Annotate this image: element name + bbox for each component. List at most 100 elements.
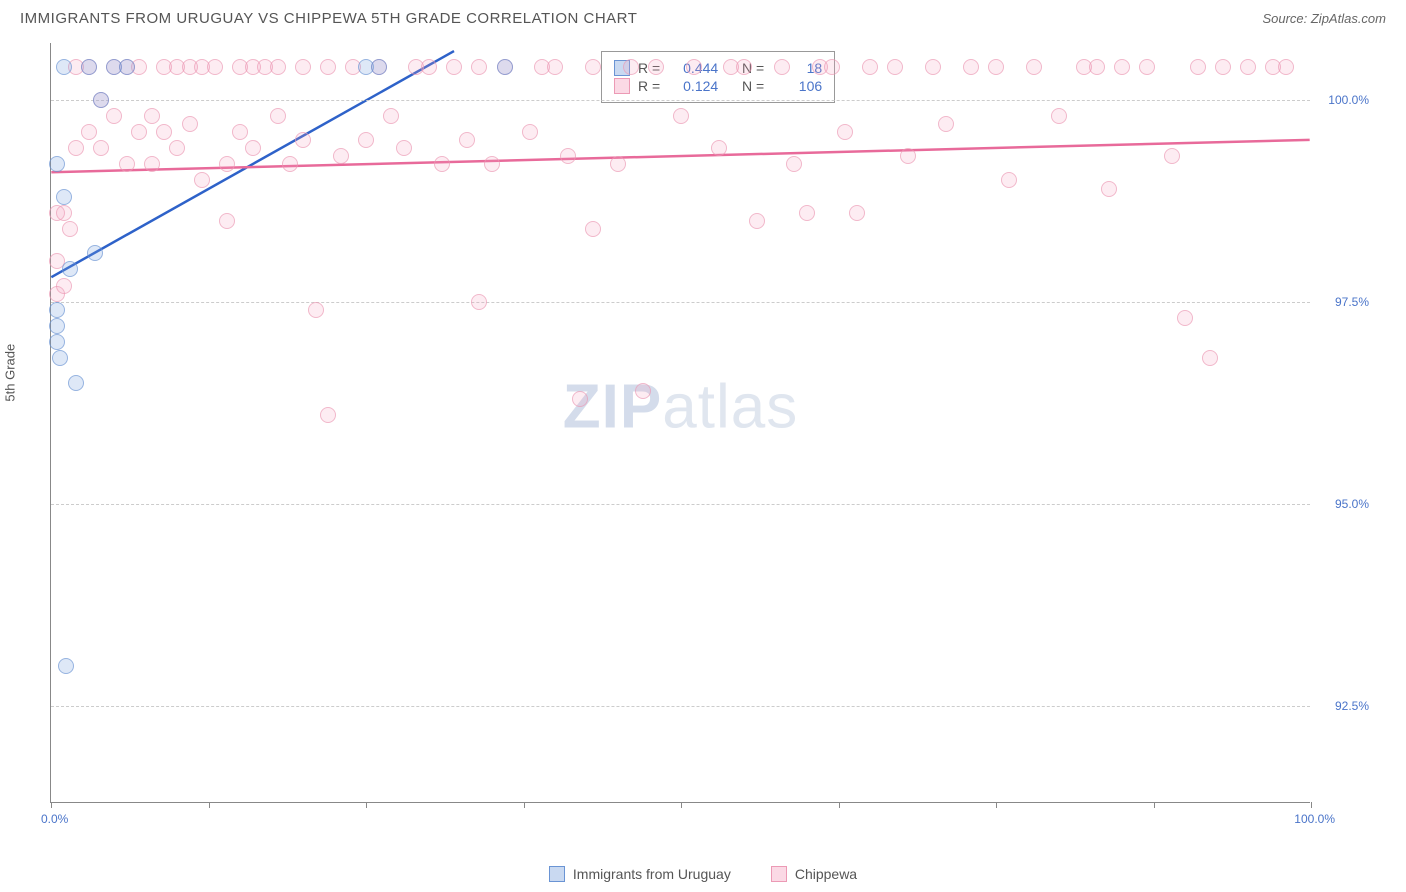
data-point-chippewa bbox=[207, 59, 223, 75]
y-tick-label: 97.5% bbox=[1319, 295, 1369, 309]
data-point-chippewa bbox=[282, 156, 298, 172]
x-tick bbox=[681, 802, 682, 808]
x-tick bbox=[839, 802, 840, 808]
data-point-uruguay bbox=[62, 261, 78, 277]
data-point-chippewa bbox=[749, 213, 765, 229]
data-point-chippewa bbox=[887, 59, 903, 75]
data-point-chippewa bbox=[295, 59, 311, 75]
x-tick bbox=[1154, 802, 1155, 808]
x-tick bbox=[996, 802, 997, 808]
x-tick bbox=[209, 802, 210, 808]
data-point-chippewa bbox=[1051, 108, 1067, 124]
data-point-chippewa bbox=[62, 221, 78, 237]
swatch-pink-icon bbox=[771, 866, 787, 882]
data-point-chippewa bbox=[774, 59, 790, 75]
legend-label-uruguay: Immigrants from Uruguay bbox=[573, 866, 731, 882]
data-point-chippewa bbox=[1164, 148, 1180, 164]
data-point-chippewa bbox=[471, 59, 487, 75]
gridline bbox=[51, 504, 1310, 505]
data-point-chippewa bbox=[56, 205, 72, 221]
data-point-chippewa bbox=[648, 59, 664, 75]
x-axis-start-label: 0.0% bbox=[41, 812, 68, 826]
data-point-uruguay bbox=[56, 189, 72, 205]
x-tick bbox=[366, 802, 367, 808]
data-point-chippewa bbox=[194, 172, 210, 188]
data-point-uruguay bbox=[119, 59, 135, 75]
data-point-chippewa bbox=[245, 140, 261, 156]
data-point-chippewa bbox=[837, 124, 853, 140]
r-value-chippewa: 0.124 bbox=[668, 78, 718, 94]
data-point-chippewa bbox=[963, 59, 979, 75]
data-point-chippewa bbox=[68, 140, 84, 156]
data-point-chippewa bbox=[144, 108, 160, 124]
data-point-uruguay bbox=[68, 375, 84, 391]
source-name: ZipAtlas.com bbox=[1311, 11, 1386, 26]
data-point-chippewa bbox=[799, 205, 815, 221]
x-tick bbox=[524, 802, 525, 808]
data-point-chippewa bbox=[1215, 59, 1231, 75]
y-axis-title: 5th Grade bbox=[3, 344, 18, 402]
data-point-chippewa bbox=[862, 59, 878, 75]
gridline bbox=[51, 706, 1310, 707]
data-point-chippewa bbox=[686, 59, 702, 75]
source-prefix: Source: bbox=[1262, 11, 1310, 26]
legend-item-chippewa: Chippewa bbox=[771, 866, 857, 882]
x-tick bbox=[51, 802, 52, 808]
legend-item-uruguay: Immigrants from Uruguay bbox=[549, 866, 731, 882]
n-label: N = bbox=[742, 78, 764, 94]
data-point-chippewa bbox=[396, 140, 412, 156]
data-point-uruguay bbox=[52, 350, 68, 366]
data-point-chippewa bbox=[320, 407, 336, 423]
watermark-atlas: atlas bbox=[662, 373, 798, 442]
data-point-chippewa bbox=[459, 132, 475, 148]
data-point-chippewa bbox=[900, 148, 916, 164]
y-tick-label: 92.5% bbox=[1319, 699, 1369, 713]
data-point-chippewa bbox=[1139, 59, 1155, 75]
data-point-chippewa bbox=[1190, 59, 1206, 75]
data-point-chippewa bbox=[1202, 350, 1218, 366]
data-point-chippewa bbox=[270, 108, 286, 124]
bottom-legend: Immigrants from Uruguay Chippewa bbox=[0, 866, 1406, 882]
gridline bbox=[51, 100, 1310, 101]
data-point-chippewa bbox=[925, 59, 941, 75]
data-point-uruguay bbox=[49, 334, 65, 350]
watermark: ZIPatlas bbox=[563, 372, 798, 443]
data-point-chippewa bbox=[156, 124, 172, 140]
data-point-chippewa bbox=[320, 59, 336, 75]
data-point-uruguay bbox=[56, 59, 72, 75]
x-axis-end-label: 100.0% bbox=[1294, 812, 1335, 826]
data-point-chippewa bbox=[673, 108, 689, 124]
data-point-chippewa bbox=[471, 294, 487, 310]
legend-row-uruguay: R = 0.444 N = 18 bbox=[614, 60, 822, 76]
data-point-chippewa bbox=[182, 116, 198, 132]
source-label: Source: ZipAtlas.com bbox=[1262, 11, 1386, 26]
data-point-uruguay bbox=[497, 59, 513, 75]
data-point-uruguay bbox=[81, 59, 97, 75]
data-point-chippewa bbox=[786, 156, 802, 172]
data-point-chippewa bbox=[106, 108, 122, 124]
data-point-chippewa bbox=[610, 156, 626, 172]
swatch-pink-icon bbox=[614, 78, 630, 94]
trendline-uruguay bbox=[51, 51, 454, 277]
data-point-chippewa bbox=[219, 156, 235, 172]
data-point-chippewa bbox=[93, 140, 109, 156]
data-point-uruguay bbox=[87, 245, 103, 261]
data-point-chippewa bbox=[560, 148, 576, 164]
data-point-chippewa bbox=[119, 156, 135, 172]
data-point-chippewa bbox=[295, 132, 311, 148]
data-point-chippewa bbox=[383, 108, 399, 124]
y-tick-label: 95.0% bbox=[1319, 497, 1369, 511]
r-label: R = bbox=[638, 78, 660, 94]
data-point-chippewa bbox=[711, 140, 727, 156]
data-point-chippewa bbox=[988, 59, 1004, 75]
data-point-chippewa bbox=[1278, 59, 1294, 75]
data-point-uruguay bbox=[49, 302, 65, 318]
data-point-chippewa bbox=[421, 59, 437, 75]
data-point-chippewa bbox=[736, 59, 752, 75]
data-point-chippewa bbox=[1240, 59, 1256, 75]
gridline bbox=[51, 302, 1310, 303]
data-point-chippewa bbox=[169, 140, 185, 156]
plot-wrap: 5th Grade ZIPatlas R = 0.444 N = 18 R = … bbox=[50, 33, 1370, 813]
data-point-chippewa bbox=[1101, 181, 1117, 197]
data-point-chippewa bbox=[635, 383, 651, 399]
